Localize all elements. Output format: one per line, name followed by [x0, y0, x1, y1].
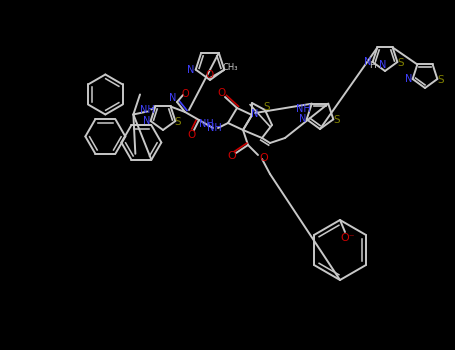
Text: N: N [187, 65, 194, 75]
Text: CH₃: CH₃ [222, 63, 238, 72]
Text: O: O [181, 89, 189, 99]
Text: S: S [264, 102, 270, 112]
Text: NH: NH [140, 105, 155, 116]
Text: N: N [379, 60, 387, 70]
Text: NH: NH [199, 119, 213, 129]
Text: O: O [260, 153, 268, 163]
Text: S: S [333, 116, 339, 125]
Text: S: S [397, 58, 404, 68]
Text: N: N [251, 109, 259, 119]
Text: NH: NH [207, 123, 222, 133]
Text: N: N [405, 74, 412, 84]
Text: N: N [169, 93, 177, 103]
Text: N: N [143, 116, 150, 126]
Text: H: H [369, 61, 376, 70]
Text: N: N [364, 57, 371, 67]
Text: S: S [174, 117, 181, 127]
Text: O: O [217, 88, 225, 98]
Text: N: N [299, 114, 306, 124]
Text: O⁻: O⁻ [341, 233, 355, 243]
Text: O: O [187, 130, 195, 140]
Text: S: S [437, 75, 444, 85]
Text: O: O [228, 151, 237, 161]
Text: NH: NH [296, 104, 311, 114]
Text: O: O [206, 70, 214, 80]
